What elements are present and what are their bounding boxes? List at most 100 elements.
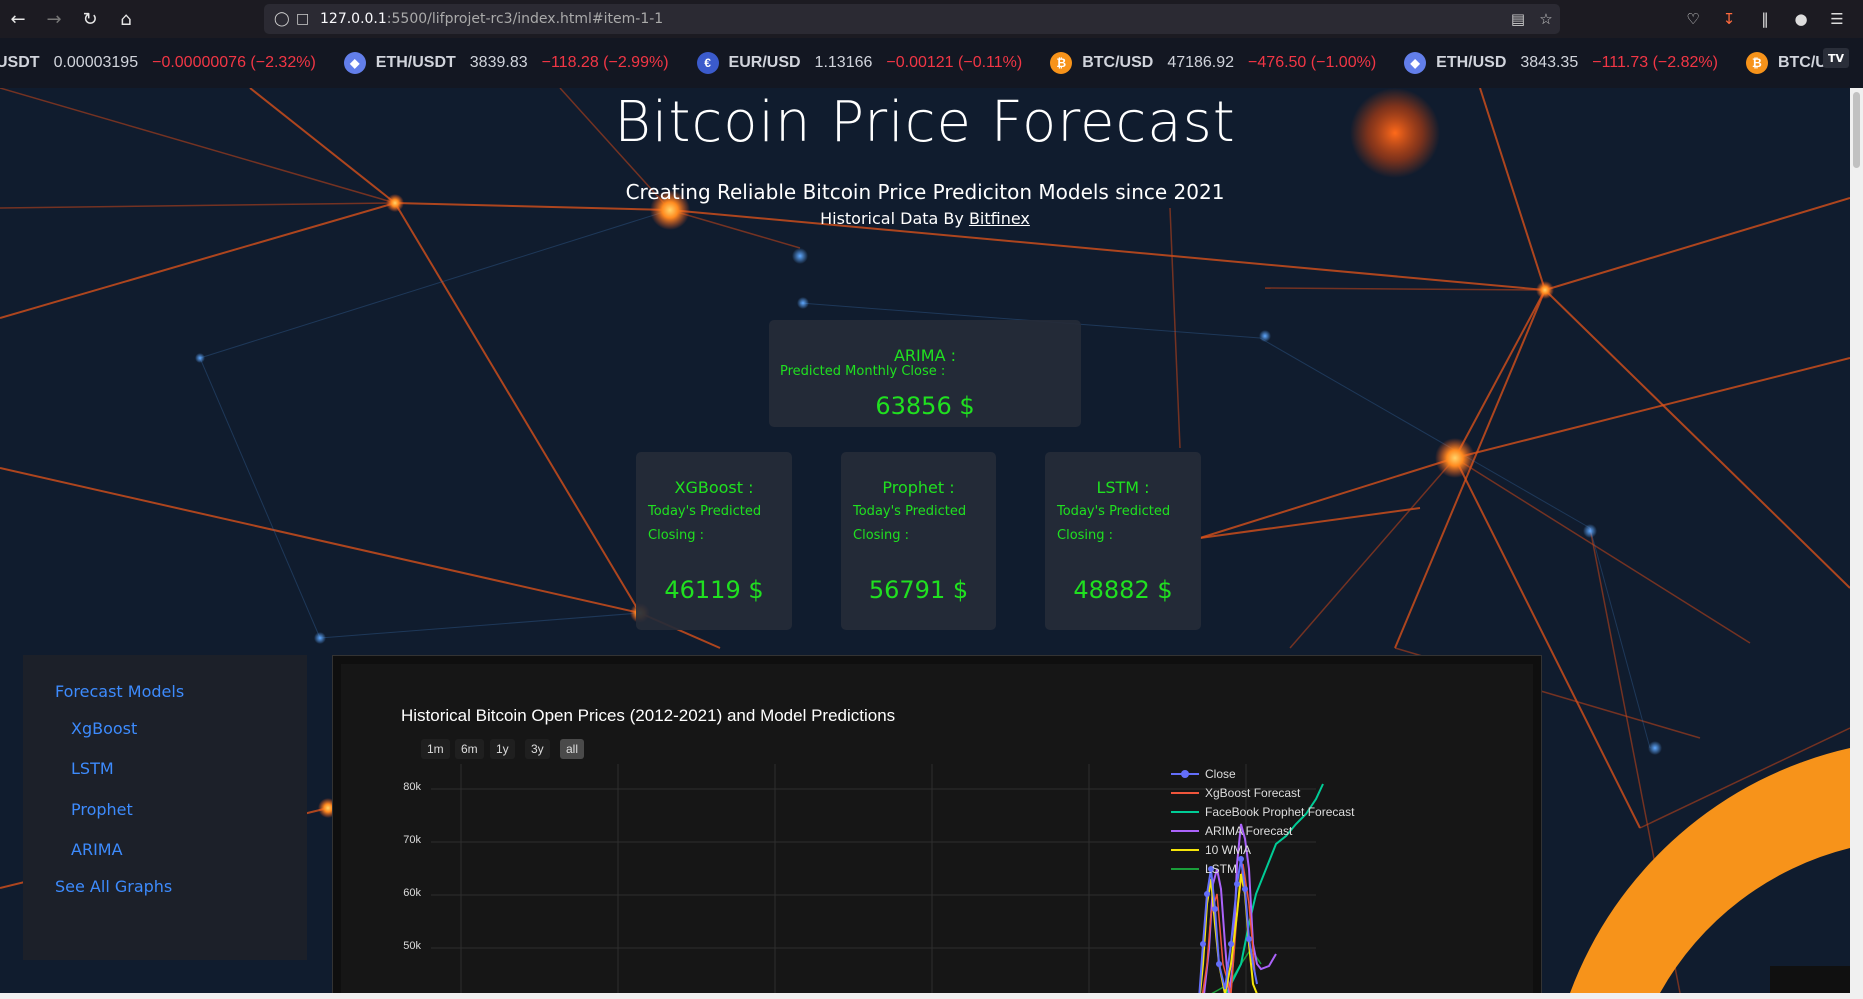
prophet-forecast-line — [1222, 783, 1324, 999]
browser-toolbar: ← → ↻ ⌂ ◯ □ 127.0.0.1:5500/lifprojet-rc3… — [0, 0, 1863, 38]
ticker-item[interactable]: ◆ ETH/USDT 3839.83 −118.28 (−2.99%) — [343, 52, 669, 74]
legend-item[interactable]: ARIMA Forecast — [1171, 821, 1354, 840]
prophet-card-description: Today's Predicted Closing : — [853, 504, 967, 543]
prophet-card-title: Prophet : — [882, 478, 955, 497]
xgboost-card-description: Today's Predicted Closing : — [648, 504, 762, 543]
page-icon: □ — [296, 11, 310, 27]
eth-icon: ◆ — [1404, 52, 1427, 74]
scrollbar-thumb[interactable] — [1853, 92, 1860, 168]
home-icon[interactable]: ⌂ — [120, 8, 132, 30]
lstm-card: LSTM : Today's Predicted Closing : 48882 … — [1045, 452, 1201, 630]
btc-icon: ₿ — [1745, 52, 1768, 74]
ticker-symbol: USDT — [0, 54, 40, 71]
ticker-symbol: BTC/U — [1777, 54, 1827, 71]
library-icon[interactable]: ‖ — [1761, 10, 1769, 28]
legend-label: ARIMA Forecast — [1205, 823, 1293, 838]
tradingview-logo-icon[interactable]: TV — [1823, 48, 1849, 68]
shield-icon[interactable]: ◯ — [274, 11, 290, 27]
y-tick-50k: 50k — [403, 940, 421, 952]
ticker-change: −0.00121 (−0.11%) — [886, 54, 1023, 71]
ticker-price: 3843.35 — [1520, 54, 1579, 71]
xgboost-card: XGBoost : Today's Predicted Closing : 461… — [636, 452, 792, 630]
legend-swatch — [1171, 867, 1199, 870]
legend-swatch — [1171, 791, 1199, 794]
vertical-scrollbar[interactable] — [1850, 88, 1863, 993]
legend-swatch — [1171, 848, 1199, 851]
ticker-price: 1.13166 — [814, 54, 873, 71]
legend-item[interactable]: Close — [1171, 764, 1354, 783]
url-bar[interactable]: ◯ □ 127.0.0.1:5500/lifprojet-rc3/index.h… — [264, 4, 1560, 34]
price-chart-container: Historical Bitcoin Open Prices (2012-202… — [332, 655, 1542, 999]
sidebar-item-xgboost[interactable]: XgBoost — [71, 719, 138, 738]
range-button-all[interactable]: all — [560, 739, 585, 759]
range-button-1m[interactable]: 1m — [421, 739, 450, 759]
arima-forecast-line — [1202, 823, 1277, 999]
ticker-item[interactable]: € EUR/USD 1.13166 −0.00121 (−0.11%) — [696, 52, 1023, 74]
ticker-price: 3839.83 — [469, 54, 528, 71]
lstm-card-description: Today's Predicted Closing : — [1057, 504, 1171, 543]
y-tick-70k: 70k — [403, 834, 421, 846]
range-button-1y[interactable]: 1y — [490, 739, 515, 759]
ticker-change: −118.28 (−2.99%) — [541, 54, 669, 71]
legend-swatch — [1171, 769, 1199, 778]
close-markers — [1200, 856, 1252, 967]
price-chart[interactable]: Historical Bitcoin Open Prices (2012-202… — [341, 664, 1533, 999]
bottom-edge — [0, 993, 1863, 999]
eu-us-flag-icon: € — [696, 52, 719, 74]
ticker-price: 0.00003195 — [53, 54, 139, 71]
sidebar-item-arima[interactable]: ARIMA — [71, 840, 123, 859]
reader-view-icon[interactable]: ▤ — [1510, 10, 1526, 28]
xgboost-card-title: XGBoost : — [674, 478, 754, 497]
menu-icon[interactable]: ☰ — [1830, 10, 1844, 28]
reload-icon[interactable]: ↻ — [82, 8, 98, 30]
back-arrow-icon[interactable]: ← — [10, 8, 26, 30]
prophet-card: Prophet : Today's Predicted Closing : 567… — [841, 452, 996, 630]
arima-card-title: ARIMA : — [893, 346, 956, 365]
chart-title: Historical Bitcoin Open Prices (2012-202… — [401, 706, 896, 725]
forecast-models-sidebar: Forecast Models XgBoost LSTM Prophet ARI… — [23, 655, 307, 960]
legend-item[interactable]: LSTM — [1171, 859, 1354, 878]
range-button-3y[interactable]: 3y — [525, 739, 550, 759]
sidebar-heading-forecast-models[interactable]: Forecast Models — [55, 682, 185, 701]
legend-item[interactable]: FaceBook Prophet Forecast — [1171, 802, 1354, 821]
legend-item[interactable]: 10 WMA — [1171, 840, 1354, 859]
ticker-change: −111.73 (−2.82%) — [1592, 54, 1718, 71]
y-tick-80k: 80k — [403, 781, 421, 793]
prophet-card-value: 56791 $ — [868, 576, 969, 604]
y-tick-60k: 60k — [403, 887, 421, 899]
ticker-change: −0.00000076 (−2.32%) — [152, 54, 316, 71]
sidebar-item-prophet[interactable]: Prophet — [71, 800, 133, 819]
legend-marker — [1181, 769, 1189, 778]
ticker-item[interactable]: ₿ BTC/U — [1745, 52, 1841, 74]
ticker-change: −476.50 (−1.00%) — [1248, 54, 1377, 71]
account-icon[interactable]: ● — [1794, 10, 1808, 28]
bitfinex-link[interactable]: Bitfinex — [968, 209, 1030, 228]
download-icon[interactable]: ↧ — [1722, 10, 1736, 28]
pocket-icon[interactable]: ♡ — [1686, 10, 1700, 28]
ticker-item[interactable]: ₿ BTC/USD 47186.92 −476.50 (−1.00%) — [1050, 52, 1376, 74]
lstm-card-value: 48882 $ — [1073, 576, 1173, 604]
legend-label: FaceBook Prophet Forecast — [1205, 804, 1355, 819]
ticker-symbol: EUR/USD — [728, 54, 801, 71]
xgboost-card-value: 46119 $ — [664, 576, 764, 604]
forward-arrow-icon[interactable]: → — [46, 8, 62, 30]
lstm-card-title: LSTM : — [1096, 478, 1150, 497]
sidebar-item-lstm[interactable]: LSTM — [71, 759, 114, 778]
ticker-item[interactable]: ◆ ETH/USD 3843.35 −111.73 (−2.82%) — [1404, 52, 1718, 74]
ticker-item[interactable]: USDT 0.00003195 −0.00000076 (−2.32%) — [0, 54, 316, 72]
url-text[interactable]: 127.0.0.1:5500/lifprojet-rc3/index.html#… — [320, 11, 664, 27]
chart-plot-area — [431, 764, 1324, 999]
price-ticker: USDT 0.00003195 −0.00000076 (−2.32%) ◆ ETH/U… — [0, 38, 1863, 88]
range-button-6m[interactable]: 6m — [455, 739, 484, 759]
legend-label: LSTM — [1205, 861, 1238, 876]
legend-label: 10 WMA — [1205, 842, 1252, 857]
bookmark-star-icon[interactable]: ☆ — [1539, 10, 1553, 28]
legend-swatch — [1171, 829, 1199, 832]
ticker-price: 47186.92 — [1167, 54, 1235, 71]
ticker-symbol: ETH/USDT — [375, 54, 456, 71]
legend-swatch — [1171, 810, 1199, 813]
arima-card: ARIMA : Predicted Monthly Close : 63856 … — [769, 320, 1081, 427]
data-source-line: Historical Data By Bitfinex — [0, 209, 1850, 228]
see-all-graphs-link[interactable]: See All Graphs — [55, 877, 173, 896]
legend-item[interactable]: XgBoost Forecast — [1171, 783, 1354, 802]
